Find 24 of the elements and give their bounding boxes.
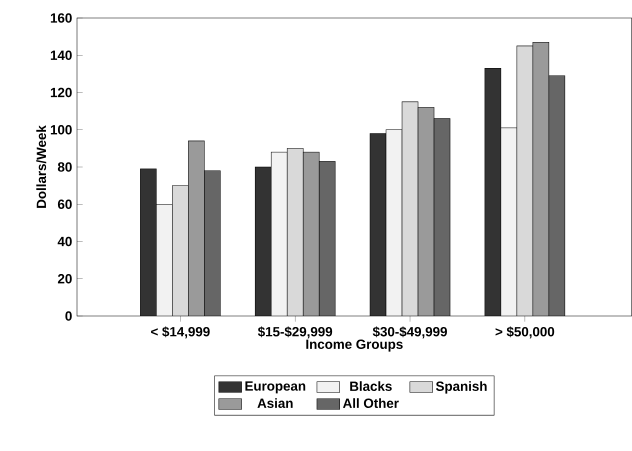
x-tick-label: < $14,999 xyxy=(151,326,210,338)
bar xyxy=(484,68,502,316)
y-tick-label: 40 xyxy=(58,236,72,246)
y-tick-label: 140 xyxy=(50,50,72,60)
bar xyxy=(370,133,386,316)
legend-label: Asian xyxy=(257,398,293,408)
legend-label: Blacks xyxy=(350,381,392,391)
y-tick-label: 120 xyxy=(50,88,72,98)
y-tick-label: 0 xyxy=(65,311,72,321)
y-tick-label: 60 xyxy=(58,200,72,209)
y-tick-label: 160 xyxy=(50,13,72,23)
x-axis-title: Income Groups xyxy=(306,340,403,352)
bar xyxy=(254,166,272,316)
legend-label: Spanish xyxy=(436,381,487,394)
x-tick-label: $30-$49,999 xyxy=(372,326,447,338)
legend-label: All Other xyxy=(342,398,399,408)
legend-label: European xyxy=(245,381,306,394)
y-tick-label: 100 xyxy=(50,125,72,134)
bar xyxy=(140,168,157,316)
x-tick-label: > $50,000 xyxy=(496,326,554,338)
y-axis-title: Dollars/Week xyxy=(36,125,46,208)
y-tick-label: 80 xyxy=(58,162,72,172)
x-tick-label: $15-$29,999 xyxy=(258,326,332,338)
y-tick-label: 20 xyxy=(58,274,72,284)
